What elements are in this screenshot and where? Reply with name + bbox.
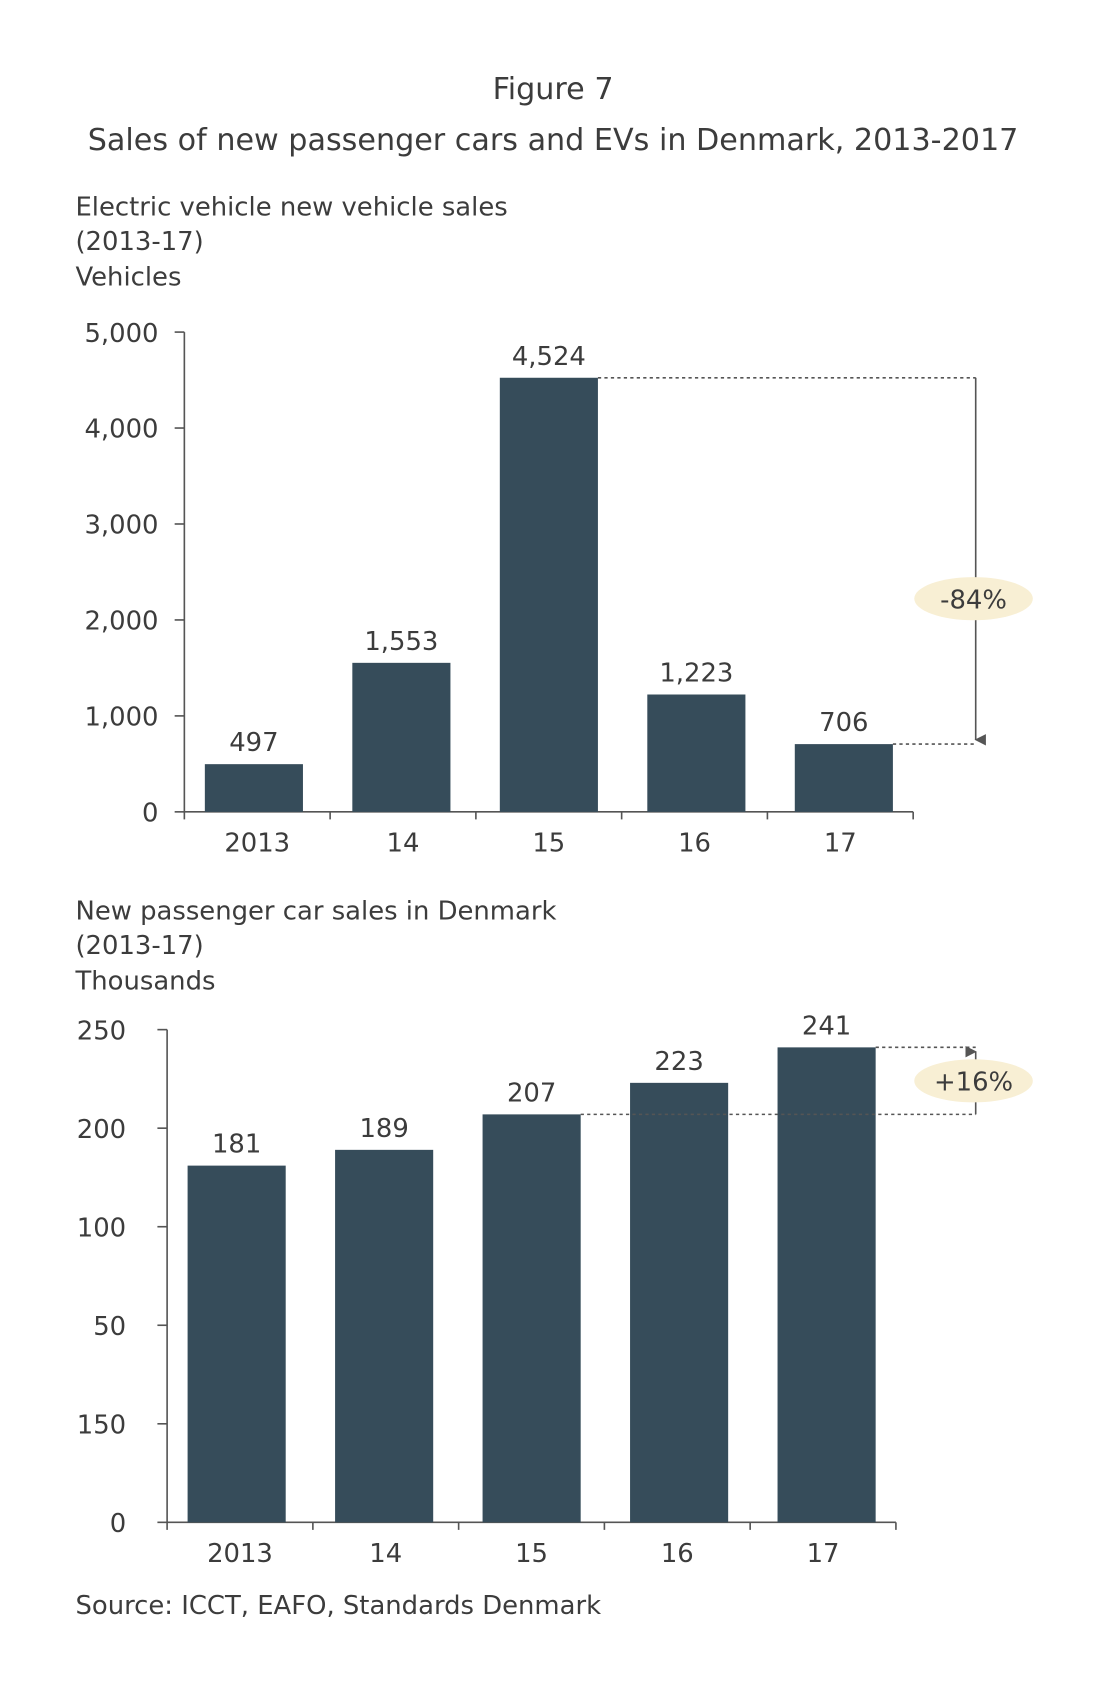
bar-17 bbox=[777, 1047, 876, 1523]
source-note: Source: ICCT, EAFO, Standards Denmark bbox=[75, 1591, 601, 1621]
chart1-title: Electric vehicle new vehicle sales bbox=[75, 193, 507, 223]
figure-label: Figure 7 bbox=[493, 72, 614, 107]
bar-14 bbox=[335, 1149, 434, 1523]
x-tick-label: 17 bbox=[824, 829, 857, 859]
x-tick-label: 14 bbox=[369, 1539, 402, 1569]
chart2-title-line2: (2013-17) bbox=[75, 931, 203, 961]
y-tick-label: 1,000 bbox=[84, 703, 158, 733]
x-tick-label: 2013 bbox=[207, 1539, 273, 1569]
value-label: 497 bbox=[229, 728, 278, 758]
change-badge bbox=[914, 577, 1033, 621]
x-tick-label: 16 bbox=[678, 829, 711, 859]
y-tick-label: 4,000 bbox=[84, 415, 158, 445]
y-tick-label: 3,000 bbox=[84, 511, 158, 541]
y-tick-label: 100 bbox=[77, 1213, 126, 1243]
x-tick-label: 15 bbox=[515, 1539, 548, 1569]
x-tick-label: 17 bbox=[807, 1539, 840, 1569]
value-label: 189 bbox=[359, 1114, 408, 1144]
y-tick-label: 0 bbox=[142, 799, 158, 829]
chart1-ylabel: Vehicles bbox=[75, 263, 181, 293]
value-label: 706 bbox=[819, 708, 868, 738]
value-label: 223 bbox=[654, 1047, 703, 1077]
change-label: +16% bbox=[934, 1068, 1013, 1098]
bar-16 bbox=[647, 694, 746, 812]
value-label: 1,223 bbox=[659, 659, 733, 689]
y-tick-label: 150 bbox=[77, 1410, 126, 1440]
y-tick-label: 2,000 bbox=[84, 607, 158, 637]
chart1-title-line2: (2013-17) bbox=[75, 227, 203, 257]
x-tick-label: 15 bbox=[532, 829, 565, 859]
chart-ev-sales: 0 1,000 2,000 3,000 4,000 5,000 497 2013 1,553 14… bbox=[84, 319, 1033, 859]
change-label: -84% bbox=[940, 585, 1007, 615]
y-tick-label: 0 bbox=[110, 1509, 126, 1539]
value-label: 207 bbox=[507, 1078, 556, 1108]
x-tick-label: 2013 bbox=[224, 829, 290, 859]
change-badge bbox=[914, 1059, 1033, 1103]
bar-15 bbox=[482, 1114, 581, 1523]
y-tick-label: 5,000 bbox=[84, 319, 158, 349]
bar-2013 bbox=[187, 1165, 286, 1523]
bar-15 bbox=[499, 377, 598, 812]
bar-16 bbox=[630, 1082, 729, 1523]
chart2-title: New passenger car sales in Denmark bbox=[75, 897, 556, 927]
value-label: 181 bbox=[212, 1130, 261, 1160]
value-label: 4,524 bbox=[512, 342, 586, 372]
bar-2013 bbox=[204, 764, 303, 812]
chart-car-sales: 0 150 50 100 200 250 181 2013 189 14 207 15 223 16 241… bbox=[77, 1011, 1033, 1569]
y-tick-label: 200 bbox=[77, 1115, 126, 1145]
chart2-ylabel: Thousands bbox=[74, 967, 215, 997]
x-tick-label: 14 bbox=[387, 829, 420, 859]
figure-title: Sales of new passenger cars and EVs in D… bbox=[88, 123, 1019, 158]
y-tick-label: 250 bbox=[77, 1016, 126, 1046]
value-label: 241 bbox=[802, 1011, 851, 1041]
value-label: 1,553 bbox=[364, 627, 438, 657]
bar-17 bbox=[794, 744, 893, 812]
y-tick-label: 50 bbox=[93, 1312, 126, 1342]
bar-14 bbox=[352, 662, 451, 812]
x-tick-label: 16 bbox=[661, 1539, 694, 1569]
